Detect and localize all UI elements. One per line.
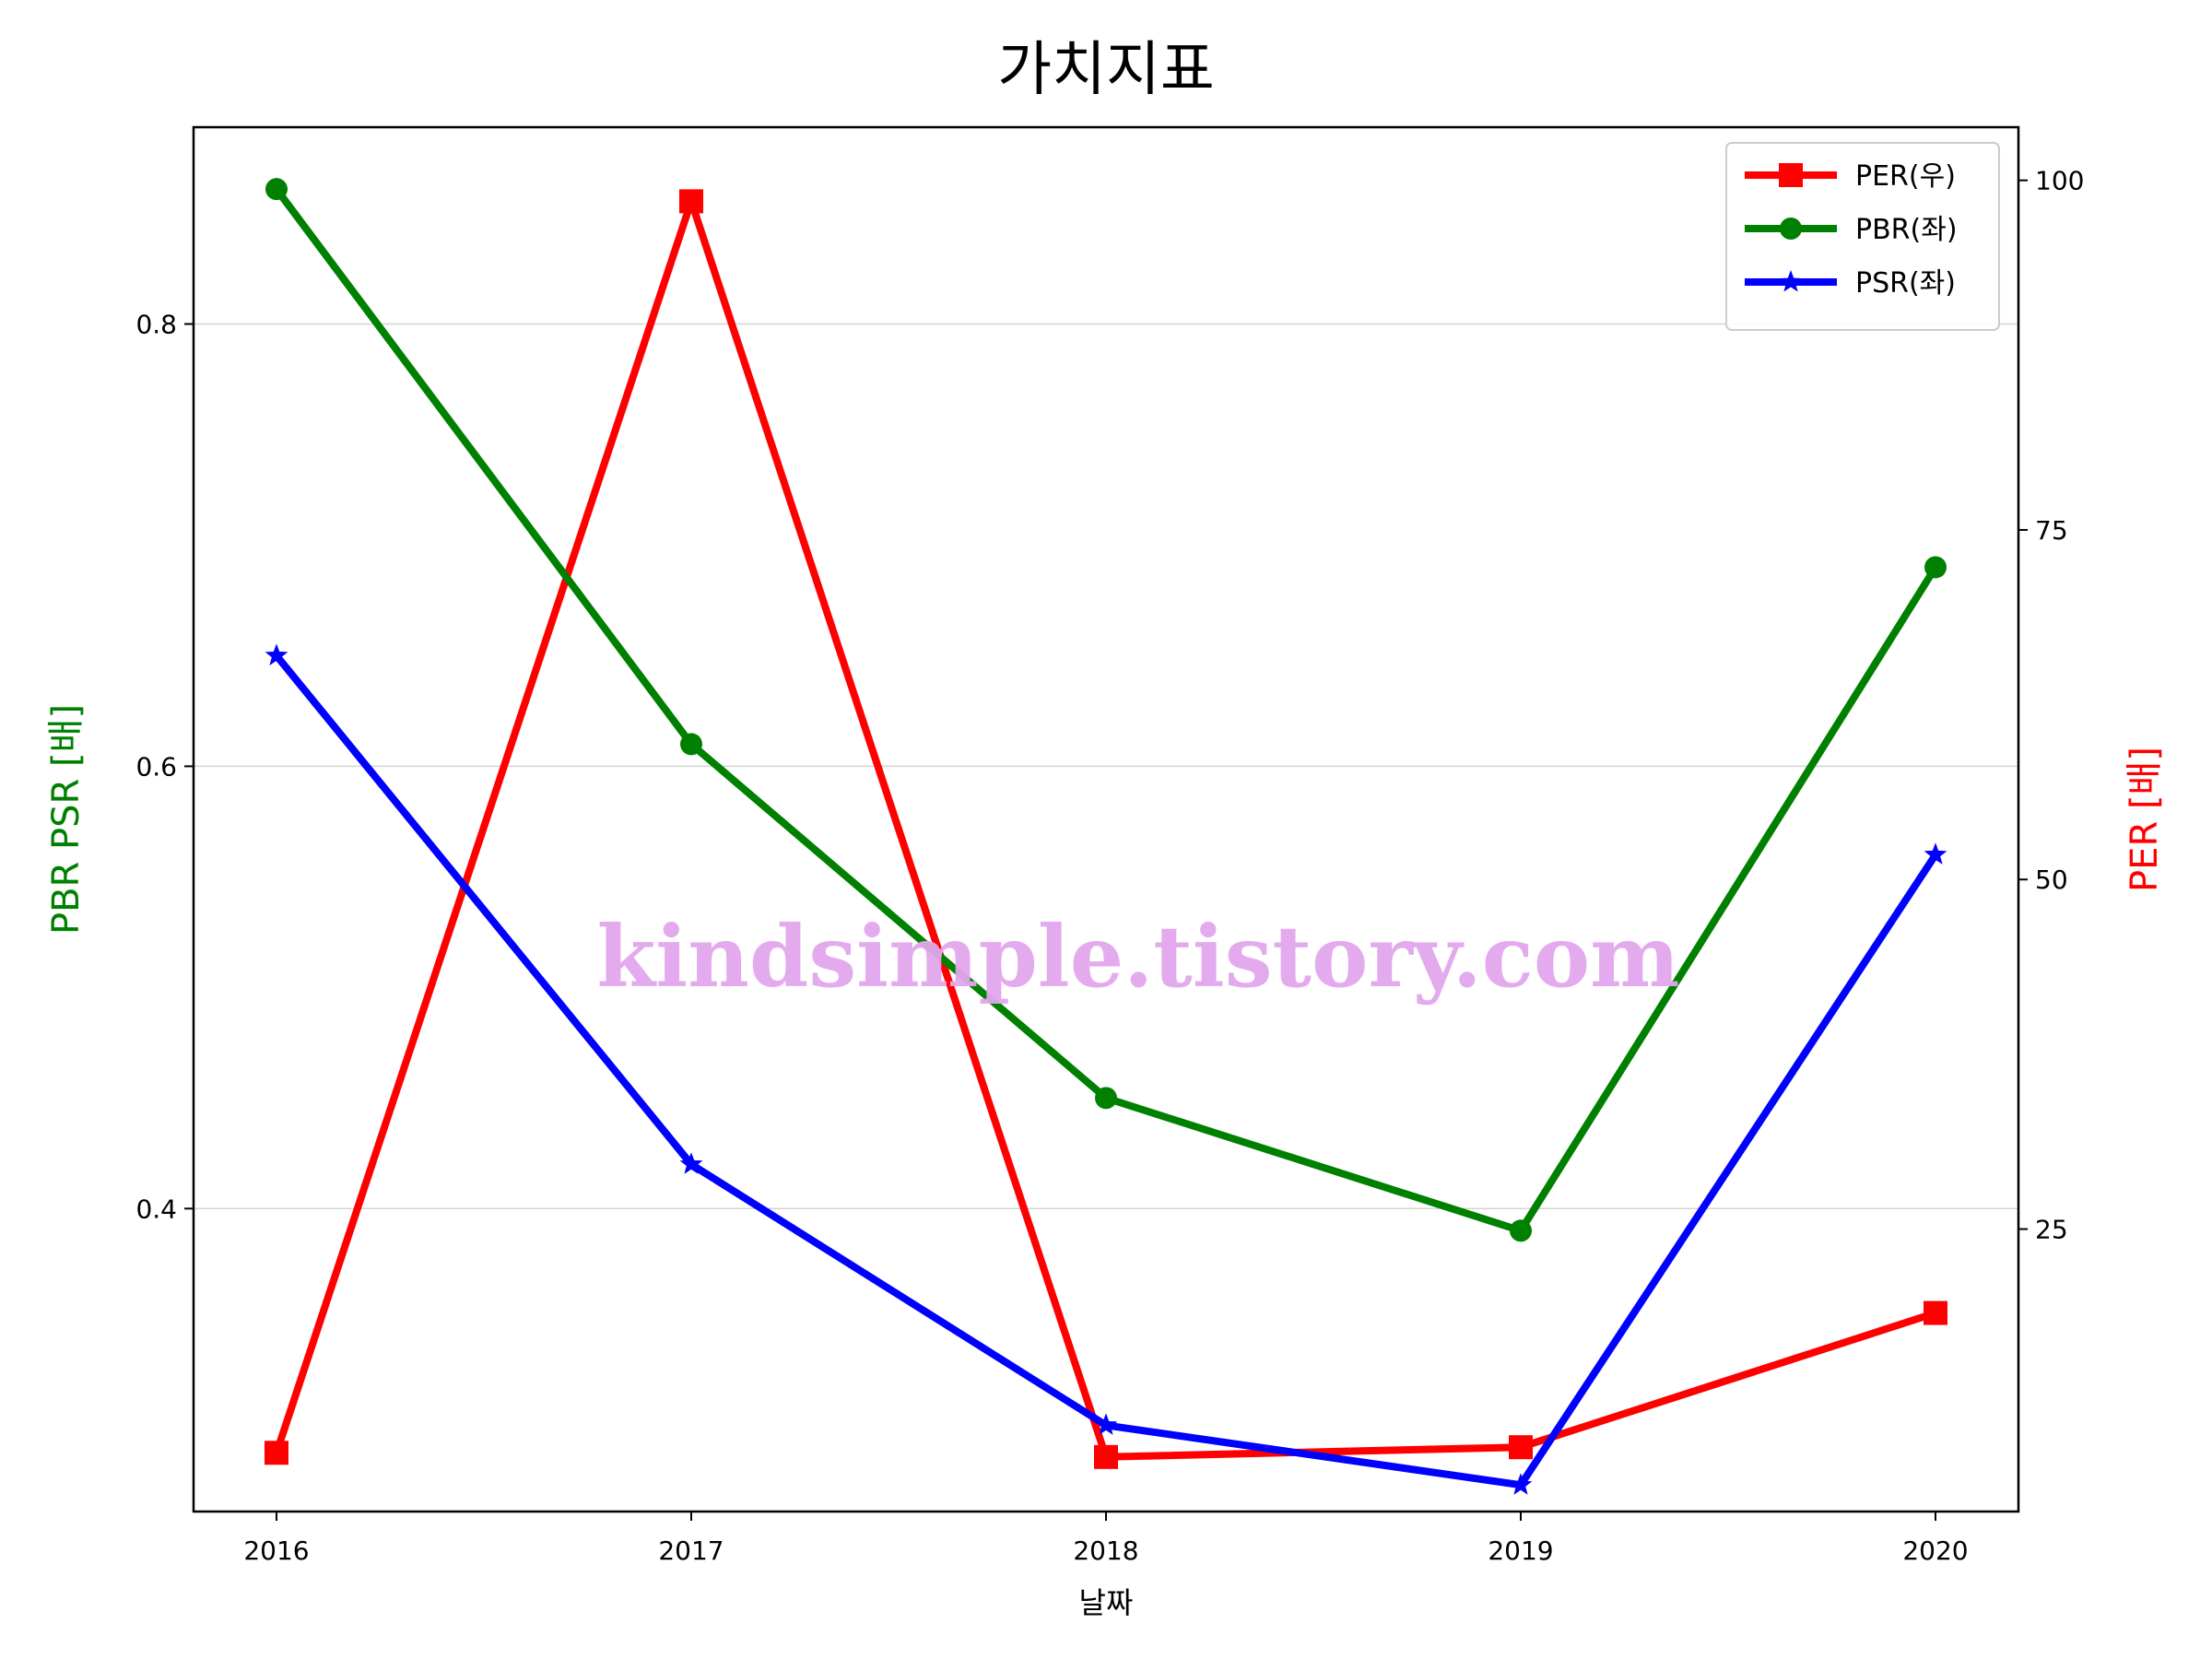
data-point-psr	[1094, 1413, 1118, 1435]
legend-item-per: PER(우)	[1745, 160, 1956, 193]
series-pbr	[265, 178, 1947, 1242]
left-axis: 0.4 0.6 0.8	[135, 310, 194, 1224]
legend-marker	[1779, 163, 1803, 187]
legend: PER(우) PBR(좌) PSR(좌)	[1725, 142, 2000, 331]
legend-label: PBR(좌)	[1855, 214, 1958, 246]
data-point-pbr	[1095, 1087, 1117, 1110]
x-axis: 2016 2017 2018 2019 2020	[243, 1512, 1969, 1566]
x-tick-label: 2019	[1488, 1535, 1553, 1566]
right-tick-label: 100	[2035, 166, 2084, 196]
right-tick-label: 25	[2035, 1215, 2068, 1245]
legend-item-psr: PSR(좌)	[1745, 267, 1956, 300]
series-line-per	[273, 197, 1939, 1461]
left-axis-label: PBR PSR [배]	[45, 704, 88, 935]
data-point-pbr	[265, 178, 288, 201]
left-tick-label: 0.6	[135, 751, 177, 782]
data-point-per	[1509, 1435, 1533, 1460]
left-tick-label: 0.4	[135, 1194, 177, 1224]
right-tick-label: 50	[2035, 865, 2068, 895]
data-point-pbr	[1510, 1219, 1532, 1242]
data-point-psr	[1924, 842, 1947, 865]
series-per	[265, 189, 1947, 1469]
x-axis-label: 날짜	[1079, 1585, 1134, 1620]
left-tick-label: 0.8	[135, 310, 177, 340]
right-axis: 25 50 75 100	[2018, 166, 2084, 1245]
legend-marker	[1779, 270, 1803, 292]
series-layer	[265, 178, 1947, 1495]
data-point-pbr	[1924, 556, 1947, 579]
x-tick-label: 2020	[1902, 1535, 1968, 1566]
plot-frame	[192, 125, 2020, 1513]
chart-title: 가치지표	[997, 36, 1215, 104]
data-point-psr	[265, 643, 288, 665]
data-point-per	[1924, 1300, 1947, 1325]
data-point-per	[1094, 1444, 1118, 1469]
right-tick-label: 75	[2035, 515, 2068, 546]
watermark: kindsimple.tistory.com	[596, 907, 1679, 1006]
legend-label: PSR(좌)	[1855, 267, 1956, 300]
x-tick-label: 2017	[658, 1535, 724, 1566]
legend-marker	[1780, 218, 1802, 240]
series-psr	[265, 643, 1947, 1495]
legend-item-pbr: PBR(좌)	[1745, 214, 1958, 246]
x-tick-label: 2018	[1073, 1535, 1138, 1566]
data-point-psr	[1509, 1473, 1533, 1495]
series-line-psr	[273, 652, 1939, 1489]
legend-label: PER(우)	[1855, 160, 1956, 193]
data-point-pbr	[680, 733, 702, 756]
data-point-per	[679, 189, 703, 214]
data-point-per	[265, 1441, 288, 1465]
x-tick-label: 2016	[243, 1535, 309, 1566]
data-point-psr	[679, 1152, 703, 1174]
right-axis-label: PER [배]	[2124, 747, 2166, 892]
grid-lines	[194, 323, 2018, 1210]
